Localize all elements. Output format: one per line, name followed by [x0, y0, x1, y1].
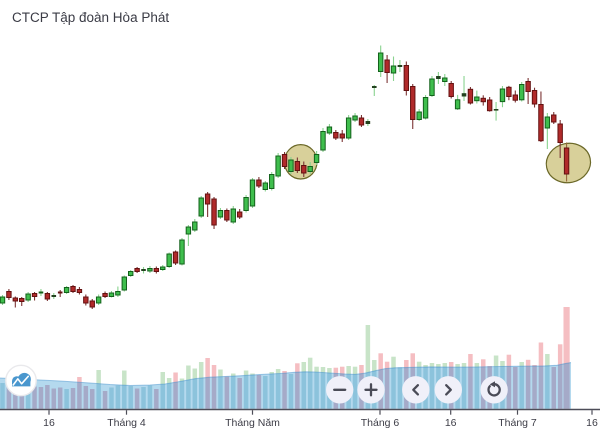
svg-text:16: 16 — [445, 417, 457, 429]
svg-text:Tháng Năm: Tháng Năm — [225, 417, 280, 429]
svg-text:16: 16 — [586, 417, 598, 429]
svg-text:Tháng 4: Tháng 4 — [107, 417, 146, 429]
svg-text:Tháng 6: Tháng 6 — [361, 417, 400, 429]
svg-text:16: 16 — [43, 417, 55, 429]
svg-text:Tháng 7: Tháng 7 — [498, 417, 537, 429]
svg-text:CTCP Tập đoàn Hòa Phát: CTCP Tập đoàn Hòa Phát — [12, 10, 169, 25]
